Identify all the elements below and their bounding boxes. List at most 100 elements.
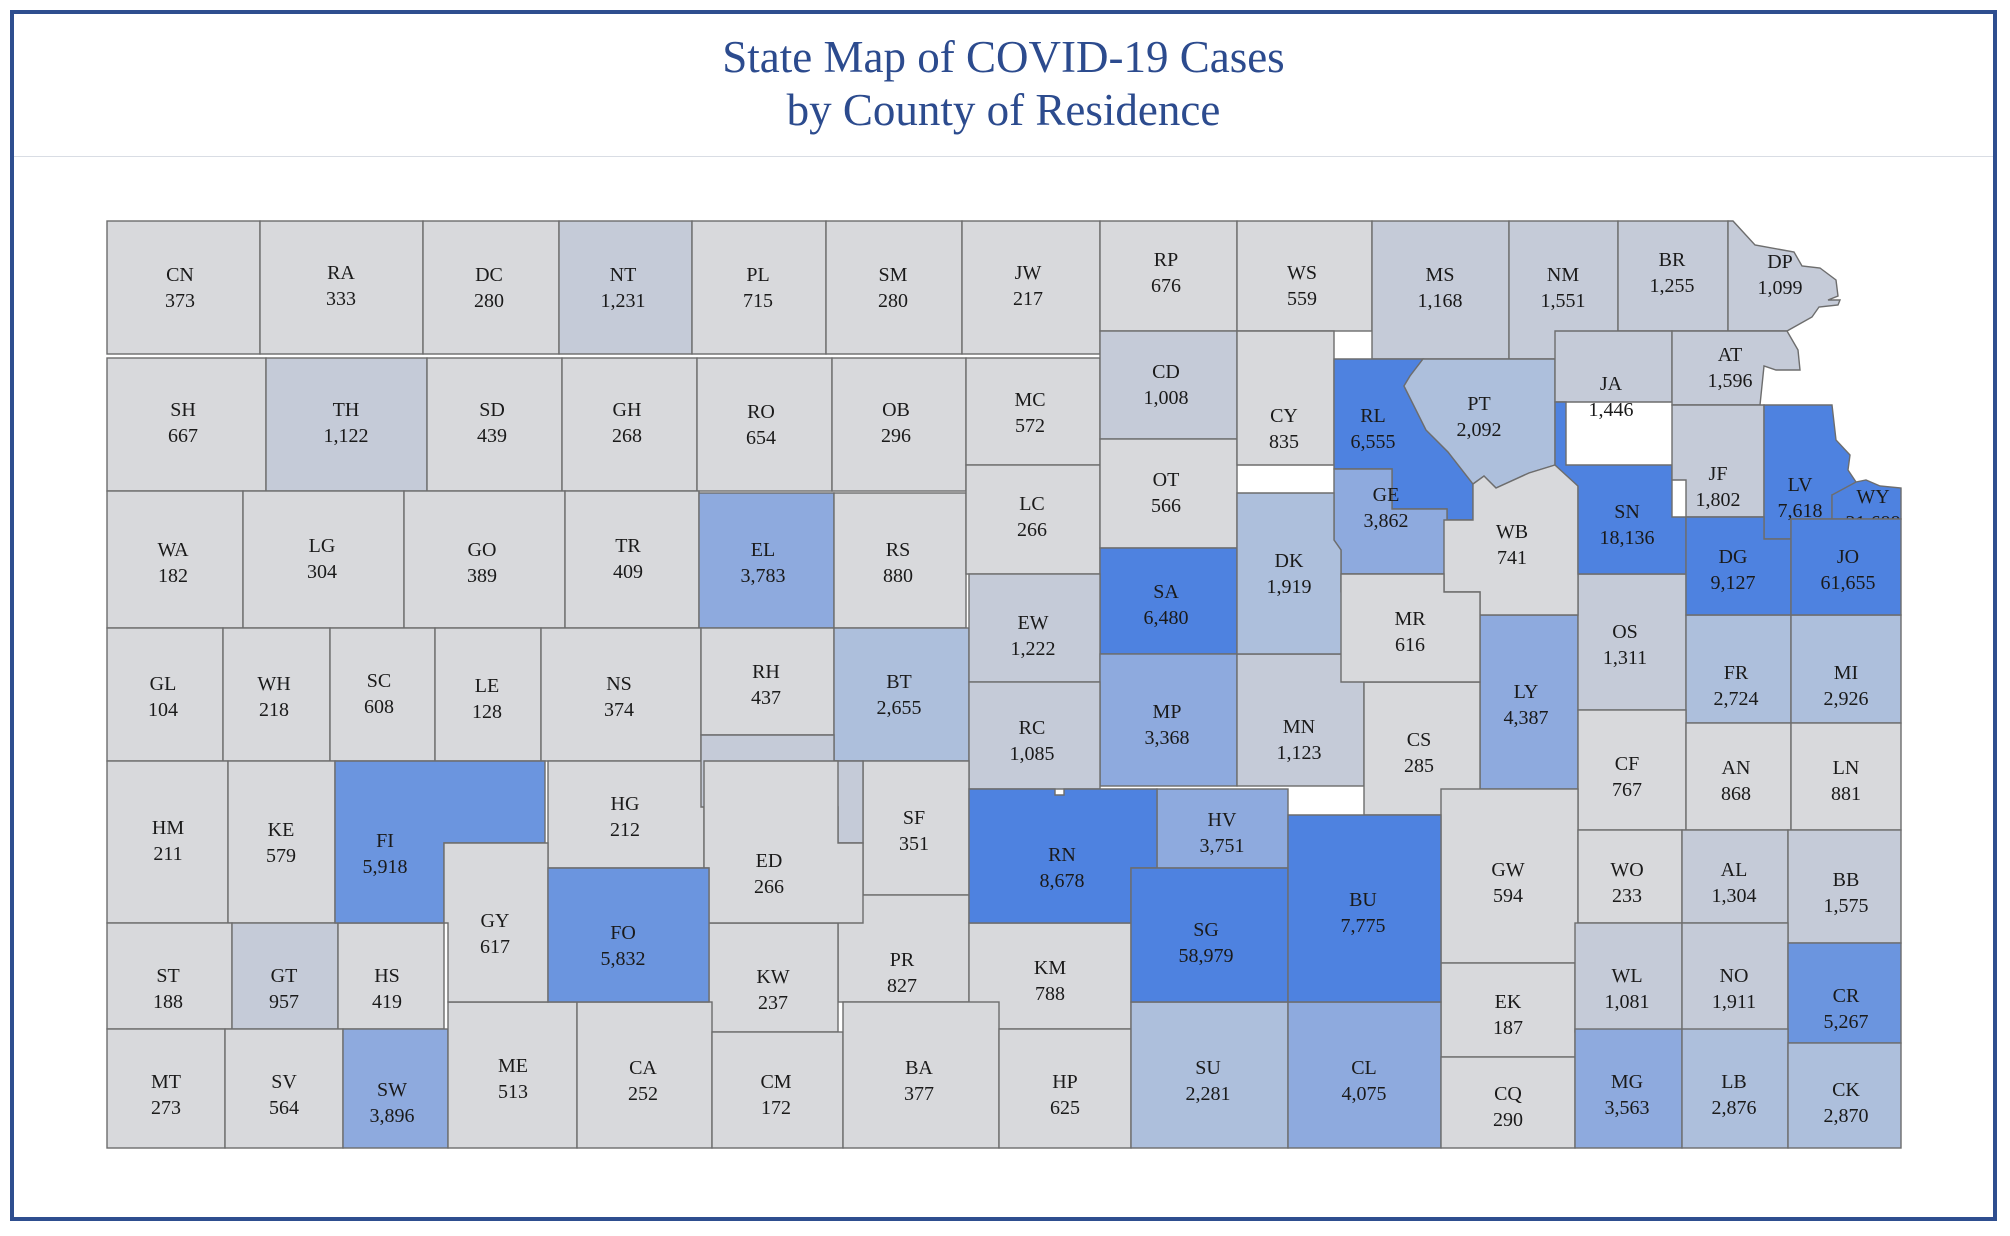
county-label: NT [610,264,637,286]
county-case-count: 767 [1612,779,1642,801]
county-mc: MC 572 [965,357,1101,466]
county-shape [558,220,693,355]
county-label: PR [890,949,915,971]
county-label: CQ [1494,1083,1522,1105]
county-label: CD [1152,361,1180,383]
county-al: AL 1,304 [1681,829,1789,924]
county-case-count: 559 [1287,288,1317,310]
county-gl: GL 104 [106,627,224,762]
county-sm: SM 280 [825,220,963,355]
county-case-count: 957 [269,991,299,1013]
county-case-count: 676 [1151,275,1181,297]
county-label: TR [615,535,641,557]
county-cf: CF 767 [1577,709,1687,831]
county-label: LY [1514,681,1539,703]
county-case-count: 715 [743,290,773,312]
county-case-count: 1,222 [1011,638,1056,660]
county-sd: SD 439 [426,357,563,492]
county-label: RS [886,539,910,561]
county-label: HG [611,793,640,815]
county-label: BR [1659,249,1686,271]
county-shape [1685,722,1792,831]
county-jo: JO 61,655 [1790,518,1902,616]
county-mg: MG 3,563 [1574,1028,1683,1149]
county-ke: KE 579 [227,760,336,924]
county-case-count: 188 [153,991,183,1013]
county-label: LE [475,675,499,697]
county-case-count: 2,870 [1824,1105,1869,1127]
county-shape [698,492,835,629]
county-case-count: 625 [1050,1097,1080,1119]
county-shape [564,490,700,629]
county-case-count: 2,092 [1457,419,1502,441]
county-case-count: 881 [1831,783,1861,805]
county-st: ST 188 [106,922,233,1030]
county-case-count: 437 [751,687,781,709]
county-case-count: 373 [165,290,195,312]
county-shape [1099,438,1238,549]
county-case-count: 3,896 [370,1105,415,1127]
county-label: BB [1833,869,1860,891]
county-le: LE 128 [434,627,542,762]
county-no: NO 1,911 [1681,922,1789,1033]
county-label: GO [468,539,497,561]
county-lb: LB 2,876 [1681,1028,1789,1149]
county-case-count: 594 [1493,885,1523,907]
county-case-count: 608 [364,696,394,718]
county-case-count: 7,775 [1341,915,1386,937]
county-case-count: 280 [878,290,908,312]
county-sf: SF 351 [862,760,970,896]
county-label: CL [1351,1057,1377,1079]
county-case-count: 1,575 [1824,895,1869,917]
county-at: AT 1,596 [1671,330,1801,406]
county-shape [968,681,1101,790]
county-label: JA [1600,373,1623,395]
county-case-count: 4,075 [1342,1083,1387,1105]
county-label: WO [1610,859,1643,881]
county-label: LN [1833,757,1860,779]
county-label: CR [1833,985,1860,1007]
county-shape [227,760,336,924]
county-shape [1790,518,1902,616]
county-kw: KW 237 [708,922,839,1033]
county-label: SU [1195,1057,1221,1079]
county-shape [547,867,710,1003]
county-rh: RH 437 [700,627,835,736]
county-th: TH 1,122 [265,357,428,492]
county-label: DG [1719,546,1748,568]
county-label: MS [1426,264,1455,286]
county-label: SD [479,399,505,421]
county-shape [1099,653,1238,787]
county-gh: GH 268 [561,357,698,492]
county-label: HP [1052,1071,1078,1093]
county-hs: HS 419 [337,922,445,1030]
county-shape [998,1028,1132,1149]
county-lv: LV 7,618 [1763,404,1857,540]
county-case-count: 419 [372,991,402,1013]
county-shape [696,357,833,492]
county-shape [106,760,229,924]
county-ge: GE 3,862 [1333,468,1448,575]
county-label: HM [152,817,184,839]
county-label: EL [751,539,775,561]
county-ed: ED 266 [703,760,864,924]
county-case-count: 3,862 [1364,510,1409,532]
title-area: State Map of COVID-19 Cases by County of… [14,14,1993,157]
county-case-count: 18,136 [1600,527,1655,549]
county-label: KM [1034,957,1066,979]
county-label: KW [756,966,789,988]
county-shape [224,1028,344,1149]
county-case-count: 1,311 [1603,647,1647,669]
county-label: NS [606,673,632,695]
county-shape [259,220,424,355]
county-case-count: 128 [472,701,502,723]
county-shape [106,922,233,1030]
county-label: KE [268,819,295,841]
county-label: WL [1611,965,1642,987]
county-case-count: 827 [887,975,917,997]
county-label: CF [1615,753,1639,775]
county-label: CK [1832,1079,1860,1101]
county-label: SH [170,399,196,421]
title-line-2: by County of Residence [786,85,1221,135]
county-case-count: 273 [151,1097,181,1119]
